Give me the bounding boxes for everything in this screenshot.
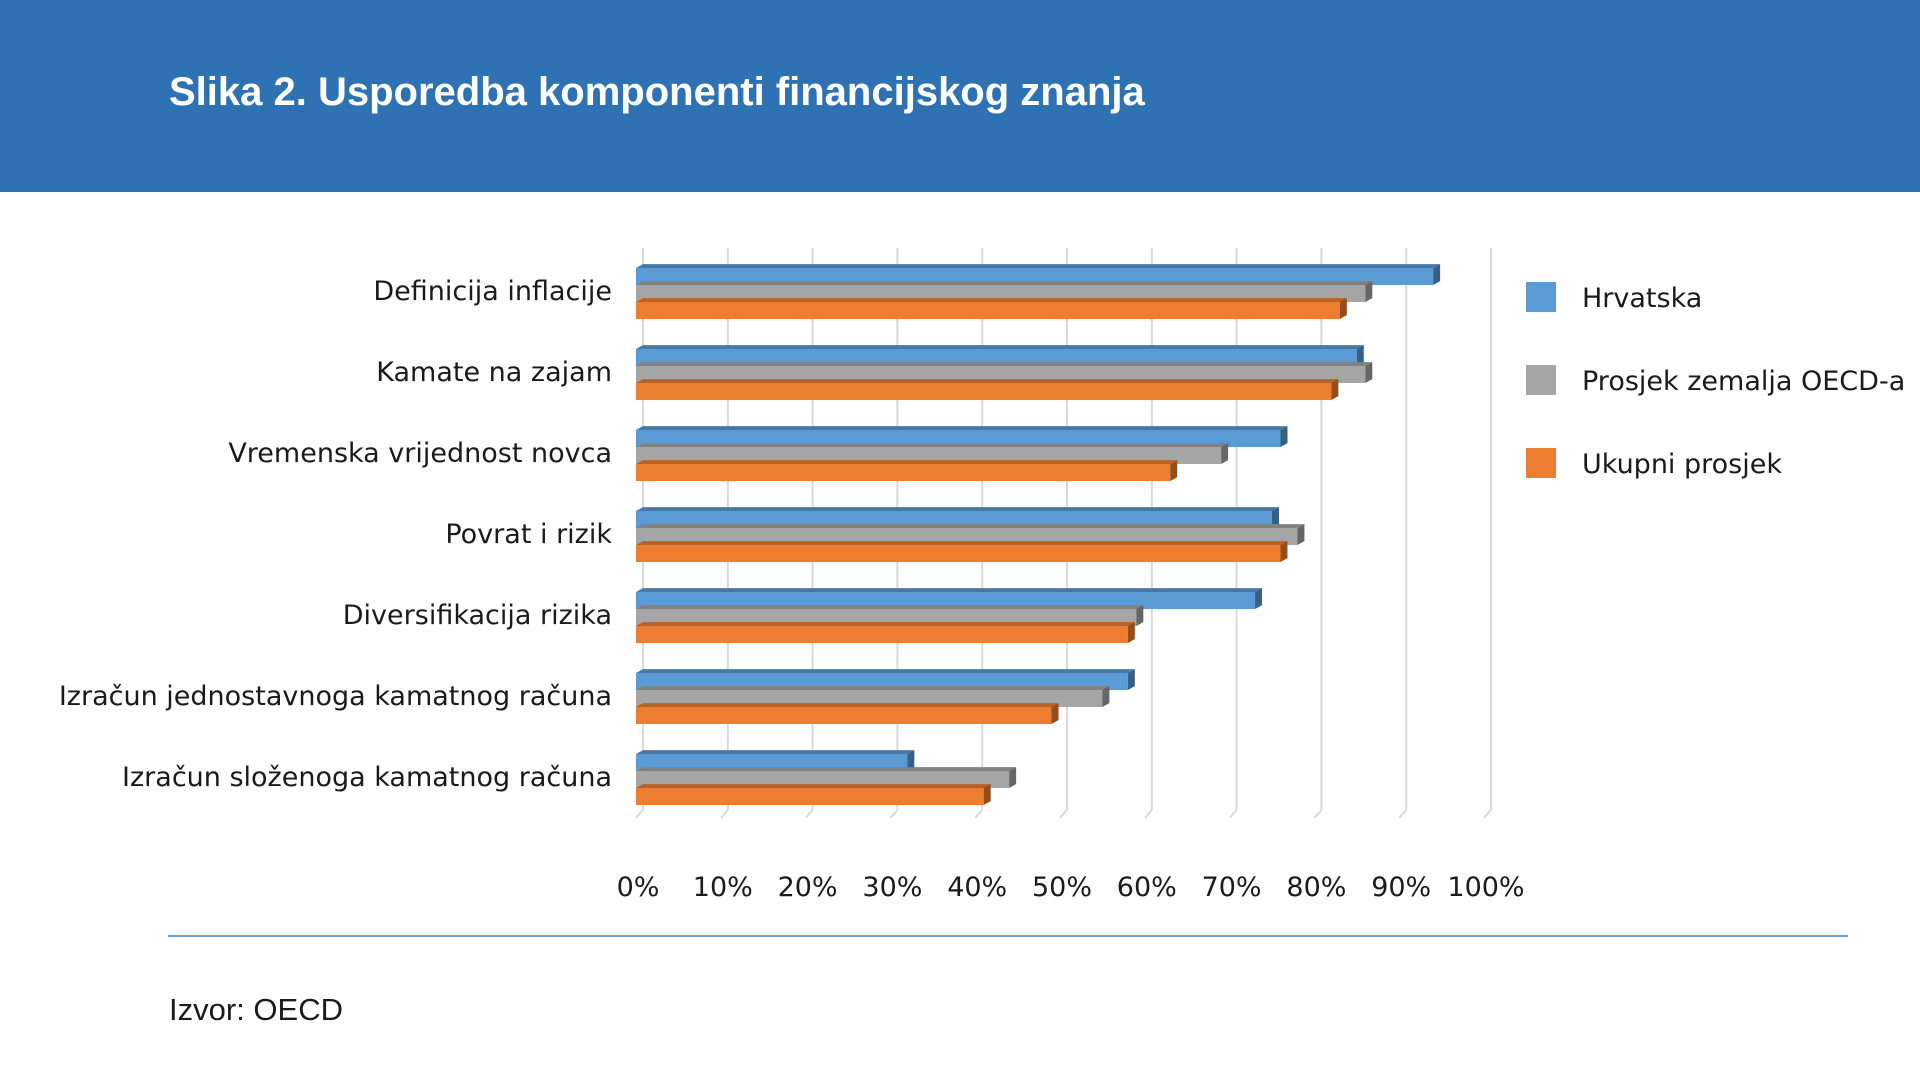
- legend-swatch: [1526, 282, 1556, 312]
- x-tick-label: 60%: [1117, 872, 1177, 903]
- bar: [636, 767, 1017, 788]
- x-tick-label: 70%: [1202, 872, 1262, 903]
- bar: [636, 379, 1339, 400]
- x-tick-label: 20%: [778, 872, 838, 903]
- category-label: Diversifikacija rizika: [343, 600, 612, 631]
- bar-chart: Definicija inflacije Kamate na zajam Vreme…: [59, 248, 1905, 903]
- bar: [636, 588, 1263, 609]
- legend-label: Hrvatska: [1582, 283, 1702, 314]
- bar: [636, 669, 1135, 690]
- legend-swatch: [1526, 448, 1556, 478]
- divider-line: [168, 935, 1848, 937]
- bar: [636, 281, 1373, 302]
- bars: [636, 264, 1441, 805]
- gridline-floor: [1144, 809, 1153, 819]
- bar: [636, 443, 1229, 464]
- legend-label: Prosjek zemalja OECD-a: [1582, 366, 1905, 397]
- category-label: Vremenska vrijednost novca: [228, 438, 612, 469]
- x-tick-label: 100%: [1447, 872, 1524, 903]
- source-note: Izvor: OECD: [169, 992, 343, 1027]
- gridline-floor: [1313, 809, 1323, 819]
- category-labels: Definicija inflacije Kamate na zajam Vreme…: [59, 276, 613, 793]
- x-tick-label: 40%: [947, 872, 1007, 903]
- bar: [636, 541, 1288, 562]
- bar: [636, 264, 1441, 285]
- gridline-floor: [720, 809, 729, 819]
- x-tick-label: 30%: [862, 872, 922, 903]
- bar: [636, 426, 1288, 447]
- category-label: Povrat i rizik: [445, 519, 612, 550]
- category-label: Kamate na zajam: [376, 357, 612, 388]
- legend-swatch: [1526, 365, 1556, 395]
- x-tick-label: 90%: [1371, 872, 1431, 903]
- x-axis-tick-labels: 0% 10% 20% 30% 40% 50% 60% 70% 80% 90% 100%: [617, 872, 1525, 903]
- x-tick-label: 10%: [693, 872, 753, 903]
- category-label: Izračun jednostavnoga kamatnog računa: [59, 681, 612, 712]
- bar: [636, 703, 1059, 724]
- x-tick-label: 80%: [1286, 872, 1346, 903]
- gridline-floor: [1398, 809, 1407, 819]
- bar: [636, 686, 1110, 707]
- bar: [636, 784, 991, 805]
- figure-header: Slika 2. Usporedba komponenti financijsk…: [0, 0, 1920, 192]
- x-tick-label: 0%: [617, 872, 660, 903]
- gridline-floor: [804, 809, 814, 819]
- bar: [636, 345, 1364, 366]
- bar: [636, 622, 1135, 643]
- gridline-floor: [974, 809, 983, 819]
- bar: [636, 507, 1279, 528]
- x-tick-label: 50%: [1032, 872, 1092, 903]
- bar: [636, 362, 1373, 383]
- gridline-floor: [1228, 809, 1238, 819]
- category-label: Definicija inflacije: [373, 276, 612, 307]
- legend-label: Ukupni prosjek: [1582, 449, 1782, 480]
- bar: [636, 460, 1178, 481]
- category-label: Izračun složenoga kamatnog računa: [122, 762, 612, 793]
- bar: [636, 605, 1144, 626]
- gridline-floor: [889, 809, 899, 819]
- gridline-floor: [1483, 809, 1492, 819]
- bar: [636, 750, 915, 771]
- legend: Hrvatska Prosjek zemalja OECD-a Ukupni pro…: [1526, 282, 1905, 480]
- figure-title: Slika 2. Usporedba komponenti financijsk…: [169, 70, 1145, 114]
- gridline-floor: [1059, 809, 1068, 819]
- bar: [636, 298, 1347, 319]
- bar: [636, 524, 1305, 545]
- gridline-floor: [635, 809, 644, 819]
